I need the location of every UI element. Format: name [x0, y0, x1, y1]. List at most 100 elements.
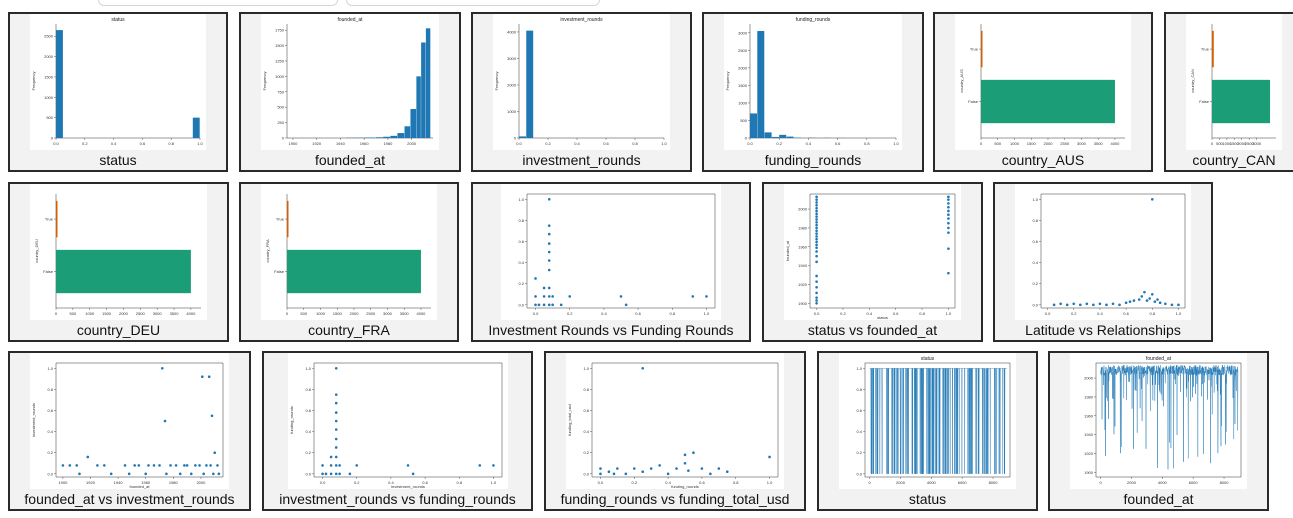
x-tick-label: 0.4	[806, 141, 812, 146]
y-tick-label: 1900	[1084, 470, 1094, 475]
toolbar-control[interactable]	[346, 0, 600, 6]
histogram-bar	[425, 28, 431, 138]
scatter-point	[1177, 303, 1180, 307]
scatter-point	[815, 209, 818, 213]
x-tick-label: 1960	[360, 141, 370, 146]
scatter-point	[334, 411, 338, 414]
scatter-point	[174, 464, 178, 467]
plot-card[interactable]: investment_rounds 0.0 0.2 0.4 0.6 0.8 1.0 0 1000…	[471, 12, 692, 172]
chart-image: 0.0 0.2 0.4 0.6 0.8 1.0 0.0 0.2 0.4 0.6 0.8 1.0 fund…	[566, 353, 784, 489]
x-tick-label: 1.0	[661, 141, 667, 146]
y-tick-label: 0.2	[305, 450, 311, 455]
y-tick-label: 0	[745, 136, 748, 141]
y-tick-label: 1000	[44, 95, 54, 100]
plot-card[interactable]: status 0.0 0.2 0.4 0.6 0.8 1.0 0 500 1000 1500 2000…	[8, 12, 228, 172]
y-tick-label: 1900	[798, 301, 808, 306]
plot-card[interactable]: 0.0 0.2 0.4 0.6 0.8 1.0 0.0 0.2 0.4 0.6 0.8 1.0 Inve…	[471, 182, 751, 342]
x-tick-label: 500	[994, 141, 1001, 146]
y-tick-label: 750	[277, 89, 284, 94]
x-tick-label: 1.0	[893, 141, 899, 146]
scatter-point	[1078, 303, 1082, 307]
plot-card[interactable]: 0 500 1000 1500 2000 2500 3000 3500 4000 True Fals…	[933, 12, 1153, 172]
x-tick-label: 0.0	[53, 141, 59, 146]
chart-title: founded_at	[1146, 356, 1172, 362]
y-tick-label: 1.0	[305, 366, 311, 371]
y-tick-label: 1.0	[583, 366, 589, 371]
scatter-point	[815, 301, 818, 305]
x-tick-label: 0.2	[354, 480, 360, 485]
plot-card[interactable]: 1900 1920 1940 1960 1980 2000 0.0 0.2 0.4 0.6 0.8 1…	[8, 351, 251, 511]
scatter-point	[547, 224, 551, 227]
toolbar-control[interactable]	[98, 0, 338, 6]
y-tick-label: 4000	[507, 29, 517, 34]
histogram-bar	[757, 31, 765, 139]
scatter-point	[178, 472, 182, 476]
scatter-point	[1124, 301, 1128, 305]
scatter-point	[815, 201, 818, 204]
x-tick-label: 4000	[186, 311, 196, 316]
scatter-point	[334, 437, 338, 441]
x-tick-label: 0.2	[545, 141, 551, 146]
scatter-point	[334, 366, 338, 370]
histogram-bar	[404, 126, 411, 138]
x-tick-label: 0.8	[919, 311, 925, 316]
plot-card[interactable]: 0 500 1000 1500 2000 2500 3000 3500 4000 True Fals…	[8, 182, 229, 342]
scatter-point	[198, 464, 201, 467]
x-tick-label: 8000	[989, 480, 999, 485]
y-tick-label: False	[43, 269, 54, 274]
y-tick-label: 0.6	[305, 408, 311, 413]
bar	[56, 200, 58, 238]
y-tick-label: 2000	[44, 54, 54, 59]
y-tick-label: 0.0	[47, 471, 53, 476]
bar	[1212, 30, 1214, 68]
y-tick-label: 1000	[275, 74, 285, 79]
scatter-point	[542, 286, 546, 290]
y-tick-label: True	[45, 217, 54, 222]
plot-card[interactable]: 0.0 0.2 0.4 0.6 0.8 1.0 0.0 0.2 0.4 0.6 0.8 1.0 Lati…	[993, 182, 1213, 342]
x-tick-label: 0	[286, 311, 289, 316]
plot-card[interactable]: funding_rounds 0.0 0.2 0.4 0.6 0.8 1.0 0 500 1000…	[702, 12, 924, 172]
scatter-point	[947, 231, 950, 234]
x-tick-label: 1.0	[197, 141, 203, 146]
histogram-bar	[526, 30, 534, 138]
y-tick-label: 0.8	[583, 387, 589, 392]
plot-card[interactable]: 0.0 0.2 0.4 0.6 0.8 1.0 1900 1920 1940 1960 1980 20…	[762, 182, 983, 342]
scatter-point	[75, 464, 79, 467]
plot-card[interactable]: 0.0 0.2 0.4 0.6 0.8 1.0 0.0 0.2 0.4 0.6 0.8 1.0 fund…	[544, 351, 806, 511]
x-tick-label: 0.8	[1149, 311, 1155, 316]
plot-caption: status	[908, 491, 947, 507]
scatter-point	[61, 464, 65, 467]
y-tick-label: 1000	[738, 100, 748, 105]
x-tick-label: 1900	[58, 480, 68, 485]
scatter-point	[202, 472, 205, 476]
bar	[287, 249, 421, 294]
y-axis-label: Frequency	[725, 72, 730, 91]
y-tick-label: 3000	[738, 30, 748, 35]
x-tick-label: 3000	[1252, 141, 1262, 146]
scatter-point	[691, 295, 695, 298]
y-tick-label: 2000	[1084, 376, 1094, 381]
y-tick-label: 0.6	[856, 408, 862, 413]
scatter-point	[542, 303, 546, 307]
chart-image: 0.0 0.2 0.4 0.6 0.8 1.0 1900 1920 1940 1960 1980 20…	[784, 184, 961, 320]
scatter-point	[205, 464, 208, 467]
plot-caption: status vs founded_at	[807, 322, 938, 338]
chart-image: 0.0 0.2 0.4 0.6 0.8 1.0 0.0 0.2 0.4 0.6 0.8 1.0	[1015, 184, 1191, 320]
plot-card[interactable]: 0 500 1000 1500 2000 2500 3000 True False country…	[1164, 12, 1293, 172]
histogram-bar	[56, 30, 63, 138]
histogram-bar	[421, 42, 426, 138]
plot-card[interactable]: 0 500 1000 1500 2000 2500 3000 3500 4000 True Fals…	[239, 182, 459, 342]
y-tick-label: 500	[740, 118, 747, 123]
plot-card[interactable]: founded_at 0 2000 4000 6000 8000 1900 1920 1940 1…	[1048, 351, 1269, 511]
plot-card[interactable]: 0.0 0.2 0.4 0.6 0.8 1.0 0.0 0.2 0.4 0.6 0.8 1.0 fund…	[262, 351, 533, 511]
scatter-point	[947, 213, 950, 217]
x-tick-label: 0.4	[111, 141, 117, 146]
scatter-point	[619, 295, 623, 298]
scatter-point	[169, 464, 172, 467]
plot-card[interactable]: status 0 2000 4000 6000 8000 0.0 0.2 0.4 0.6 0.8 1.…	[817, 351, 1038, 511]
plot-card[interactable]: founded_at 1900 1920 1940 1960 1980 2000 0 250 50…	[239, 12, 461, 172]
x-tick-label: 0.4	[388, 480, 394, 485]
x-tick-label: 0.6	[603, 141, 609, 146]
y-tick-label: 0.8	[1032, 218, 1038, 223]
scatter-point	[1065, 303, 1069, 307]
